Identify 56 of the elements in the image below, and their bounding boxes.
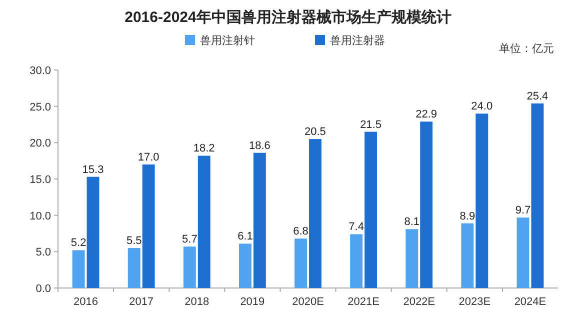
bar: [476, 114, 488, 288]
bar: [294, 238, 307, 288]
y-tick-label: 15.0: [30, 174, 51, 186]
bar: [309, 139, 322, 288]
x-tick-label: 2021E: [348, 296, 380, 308]
data-label: 7.4: [348, 221, 364, 234]
x-tick-label: 2016: [74, 296, 98, 308]
bar: [531, 103, 544, 288]
bar: [239, 244, 252, 288]
text: 单位：亿元: [499, 42, 554, 55]
data-label: 8.1: [404, 216, 420, 228]
data-label: 6.1: [238, 230, 253, 243]
y-tick-label: 20.0: [30, 138, 51, 150]
bar: [183, 246, 196, 288]
x-tick-label: 2020E: [292, 296, 324, 308]
bar: [406, 229, 418, 288]
y-tick-label: 5.0: [36, 246, 51, 259]
y-tick-label: 0.0: [36, 283, 51, 295]
chart-title: 2016-2024年中国兽用注射器械市场生产规模统计: [124, 8, 452, 26]
x-tick-label: 2019: [240, 296, 265, 308]
bar: [72, 250, 85, 288]
bar: [364, 132, 377, 288]
legend-label: 兽用注射针: [200, 34, 255, 47]
data-label: 25.4: [526, 90, 548, 102]
bar: [350, 234, 363, 288]
bar: [516, 218, 530, 288]
bar: [128, 248, 140, 288]
data-label: 22.9: [416, 108, 438, 121]
x-tick-label: 2023E: [458, 296, 491, 308]
legend-label: 兽用注射器: [330, 34, 385, 47]
y-tick-label: 10.0: [30, 210, 51, 222]
data-label: 9.7: [515, 204, 531, 217]
bar: [198, 156, 210, 288]
bar: [420, 122, 433, 288]
x-tick-label: 2017: [129, 296, 154, 308]
x-tick-label: 2022E: [403, 296, 436, 308]
bar: [253, 152, 266, 288]
y-tick-label: 25.0: [30, 101, 51, 114]
data-label: 18.6: [248, 140, 270, 152]
data-label: 20.5: [304, 126, 326, 138]
x-tick-label: 2018: [184, 296, 210, 308]
data-label: 5.5: [126, 235, 142, 248]
data-label: 6.8: [293, 226, 308, 238]
data-label: 18.2: [193, 142, 215, 155]
data-label: 17.0: [138, 151, 160, 164]
data-label: 8.9: [460, 210, 476, 222]
data-label: 15.3: [82, 164, 104, 176]
data-label: 5.2: [70, 237, 86, 250]
bar: [461, 223, 474, 288]
bar: [142, 164, 155, 288]
data-label: 5.7: [182, 234, 198, 246]
x-tick-label: 2024E: [514, 296, 546, 308]
bar: [86, 176, 100, 288]
data-label: 21.5: [360, 118, 382, 131]
y-tick-label: 30.0: [30, 65, 51, 77]
data-label: 24.0: [471, 100, 493, 113]
